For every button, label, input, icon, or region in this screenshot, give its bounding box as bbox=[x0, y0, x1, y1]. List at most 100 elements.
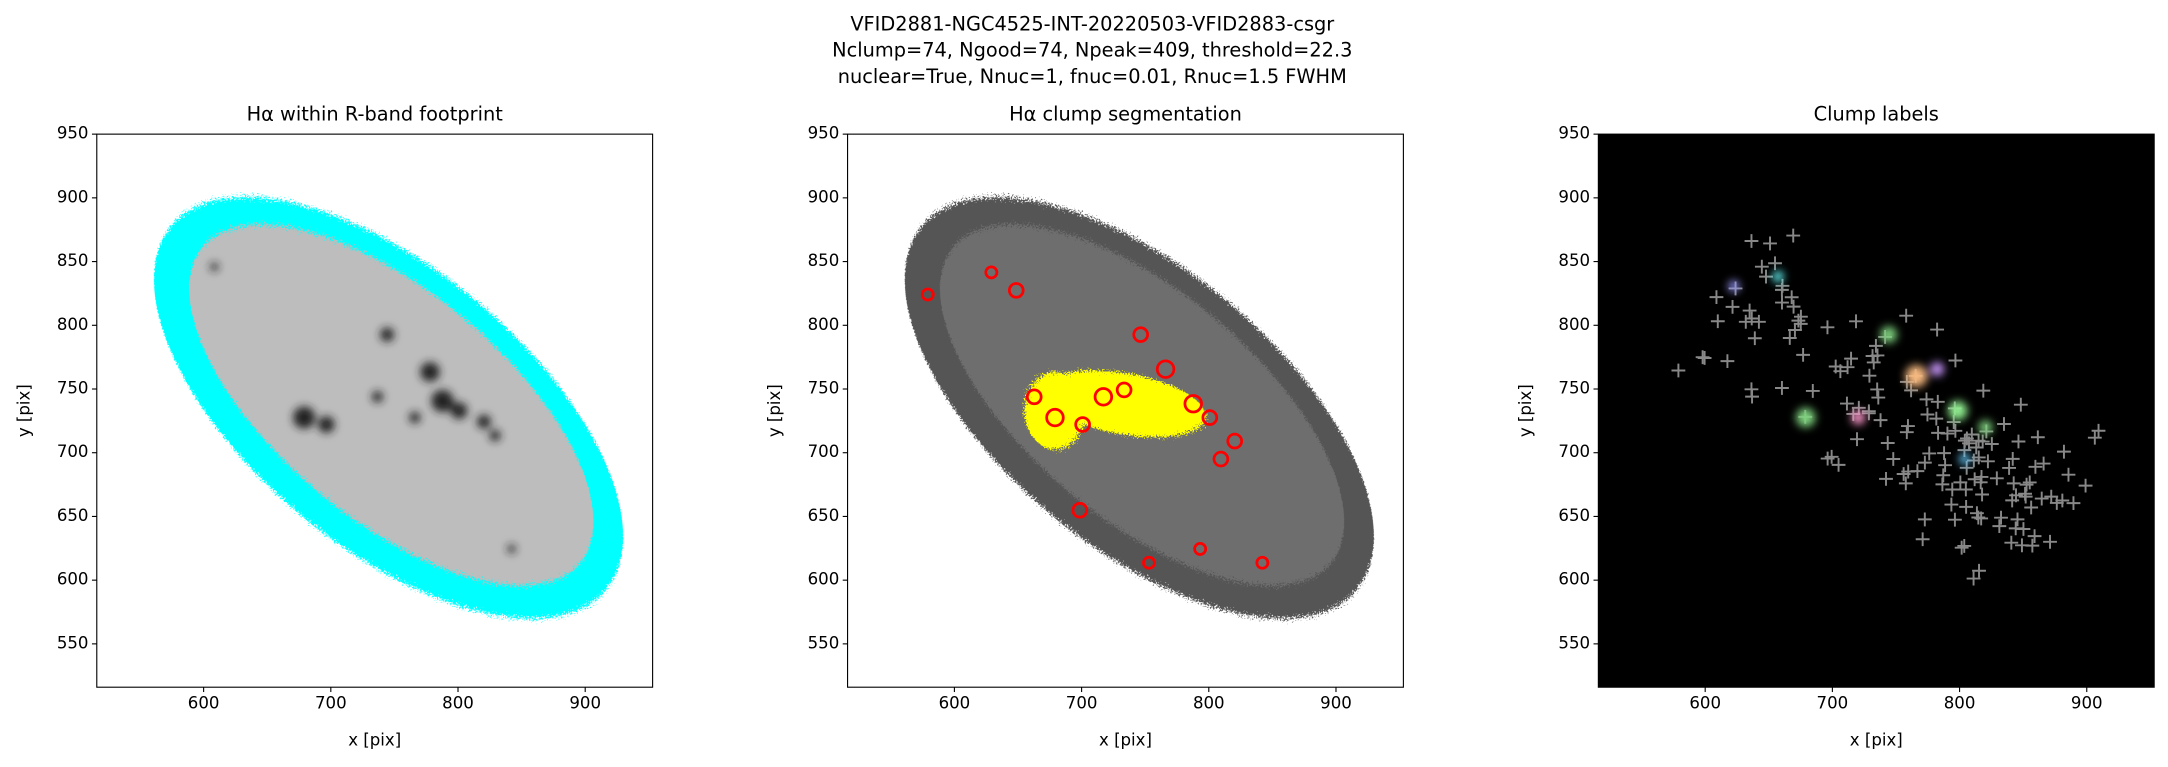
cross bbox=[1958, 482, 1973, 497]
cross bbox=[1989, 471, 2004, 486]
y-tick-label: 550 bbox=[808, 633, 840, 652]
y-tick-label: 900 bbox=[57, 187, 89, 206]
cross bbox=[1710, 314, 1725, 329]
cross bbox=[1831, 457, 1846, 472]
cross bbox=[1870, 348, 1885, 363]
axes-frame bbox=[1597, 133, 2155, 688]
axes-frame bbox=[96, 133, 654, 688]
cross bbox=[1972, 563, 1986, 578]
cross bbox=[1948, 423, 1963, 438]
cross bbox=[1738, 314, 1753, 329]
cross bbox=[2030, 430, 2045, 445]
x-tick-label: 800 bbox=[442, 693, 474, 712]
cross bbox=[2057, 444, 2071, 459]
cross bbox=[1975, 487, 1989, 502]
cross bbox=[1782, 331, 1797, 345]
cross bbox=[2024, 500, 2039, 515]
cross bbox=[1754, 259, 1769, 274]
x-axis-label: x [pix] bbox=[348, 731, 401, 750]
cross bbox=[1775, 381, 1789, 395]
cross bbox=[1886, 452, 1901, 466]
cross bbox=[2010, 512, 2025, 527]
cross bbox=[1844, 351, 1858, 366]
cross bbox=[1953, 475, 1968, 490]
cross bbox=[1861, 406, 1876, 421]
cross bbox=[1866, 355, 1881, 370]
x-axis-label: x [pix] bbox=[1099, 731, 1152, 750]
cross bbox=[1671, 363, 1686, 378]
cross bbox=[1850, 432, 1864, 447]
cross bbox=[1901, 419, 1915, 433]
cross bbox=[1788, 323, 1802, 337]
cross bbox=[1791, 313, 1806, 328]
cross bbox=[1917, 512, 1932, 527]
y-tick-label: 650 bbox=[808, 506, 840, 525]
cross bbox=[1840, 396, 1854, 411]
cross bbox=[1720, 354, 1735, 369]
cross bbox=[1967, 472, 1982, 487]
x-tick-label: 600 bbox=[188, 693, 220, 712]
cross bbox=[1871, 390, 1886, 405]
y-tick-label: 950 bbox=[57, 124, 89, 143]
y-tick-label: 650 bbox=[57, 506, 89, 525]
axes-title: Clump labels bbox=[1814, 102, 1939, 125]
x-tick-label: 700 bbox=[1066, 693, 1098, 712]
cross bbox=[2055, 493, 2070, 508]
cross bbox=[1849, 314, 1863, 329]
cross bbox=[1980, 454, 1995, 469]
x-tick-label: 800 bbox=[1193, 693, 1225, 712]
axes-layer: 600 700 800 900 550 600 650 700 750 800 850 900 950 H… bbox=[14, 102, 2155, 750]
y-axis-label: y [pix] bbox=[1516, 384, 1535, 437]
cross bbox=[1917, 455, 1932, 470]
y-tick-label: 850 bbox=[808, 251, 840, 270]
cross bbox=[1969, 440, 1984, 455]
cross bbox=[1959, 499, 1974, 514]
cross bbox=[1744, 311, 1759, 326]
cross bbox=[2022, 475, 2037, 490]
cross bbox=[1947, 512, 1962, 527]
image-halpha bbox=[153, 197, 624, 619]
suptitle: nuclear=True, Nnuc=1, fnuc=0.01, Rnuc=1.… bbox=[838, 65, 1347, 88]
cross bbox=[1796, 347, 1811, 362]
cross bbox=[2009, 488, 2023, 503]
x-axis-label: x [pix] bbox=[1850, 731, 1903, 750]
cross bbox=[2027, 529, 2042, 544]
cross bbox=[1759, 269, 1773, 284]
cross bbox=[1945, 482, 1960, 497]
cross bbox=[1915, 532, 1930, 547]
cross bbox=[1898, 476, 1913, 491]
cross bbox=[1745, 389, 1759, 404]
cross bbox=[2002, 461, 2017, 475]
y-tick-label: 600 bbox=[808, 570, 840, 589]
cross bbox=[1869, 338, 1883, 353]
cross bbox=[2005, 451, 2020, 466]
y-tick-label: 850 bbox=[1558, 251, 1590, 270]
cross bbox=[2066, 496, 2081, 511]
cross bbox=[1833, 364, 1848, 379]
cross bbox=[2078, 478, 2093, 493]
x-tick-label: 700 bbox=[1817, 693, 1849, 712]
cross bbox=[1873, 413, 1888, 428]
cross bbox=[1919, 392, 1934, 407]
y-tick-label: 650 bbox=[1558, 506, 1590, 525]
cross bbox=[1879, 471, 1893, 486]
cross bbox=[1805, 384, 1820, 398]
y-tick-label: 800 bbox=[1558, 315, 1590, 334]
y-tick-label: 900 bbox=[808, 187, 840, 206]
axes-title: Hα within R-band footprint bbox=[247, 102, 504, 125]
cross bbox=[1930, 322, 1945, 337]
y-tick-label: 700 bbox=[808, 442, 840, 461]
cross bbox=[1940, 426, 1955, 441]
cross bbox=[1920, 407, 1935, 422]
cross bbox=[1725, 299, 1740, 314]
cross bbox=[1695, 350, 1710, 365]
x-tick-label: 900 bbox=[1320, 693, 1352, 712]
cross bbox=[1763, 236, 1777, 251]
cross bbox=[2011, 434, 2026, 449]
suptitle: VFID2881-NGC4525-INT-20220503-VFID2883-c… bbox=[850, 12, 1334, 35]
y-tick-label: 750 bbox=[57, 379, 89, 398]
y-tick-label: 900 bbox=[1558, 187, 1590, 206]
cross bbox=[1948, 353, 1963, 368]
cross bbox=[1984, 437, 1999, 451]
y-tick-label: 700 bbox=[57, 442, 89, 461]
